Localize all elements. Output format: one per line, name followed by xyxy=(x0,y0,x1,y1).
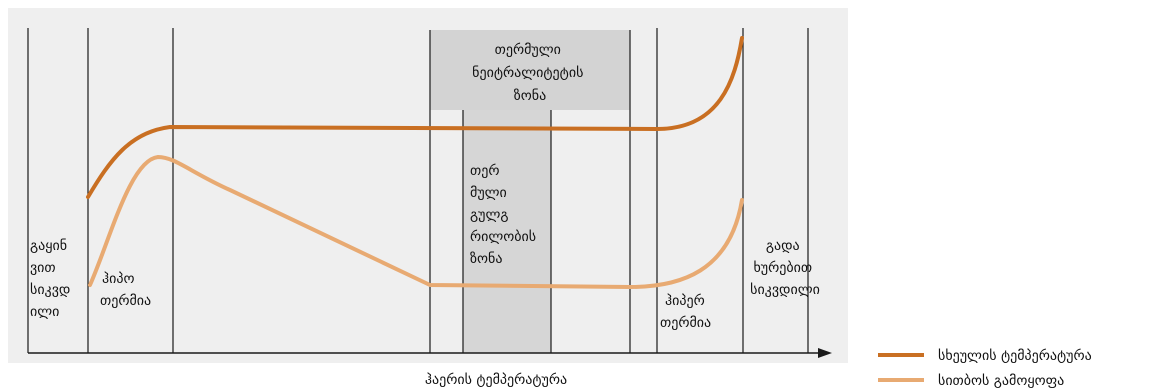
death-heat-line-1: გადა xyxy=(766,238,800,254)
hypothermia-line-1: ჰიპო xyxy=(102,271,134,287)
legend-label-heat-production: სითბოს გამოყოფა xyxy=(938,373,1064,389)
core-line-4: რილობის xyxy=(470,228,536,245)
thermoneutral-line-3: ზონა xyxy=(514,88,546,104)
body-temperature-curve xyxy=(86,36,744,199)
core-line-5: ზონა xyxy=(470,251,502,267)
core-line-3: გულგ xyxy=(470,207,509,223)
thermoneutral-line-2: ნეიტრალიტეტის xyxy=(472,64,583,81)
hyperthermia-line-1: ჰიპერ xyxy=(665,292,705,309)
thermoneutral-zone-label: თერმული ნეიტრალიტეტის ზონა xyxy=(472,41,588,104)
death-heat-line-3: სიკვდილი xyxy=(750,282,820,298)
core-line-2: მული xyxy=(470,185,507,201)
legend: სხეულის ტემპერატურა სითბოს გამოყოფა xyxy=(878,347,1092,389)
thermo-core-zone-box xyxy=(463,110,551,353)
thermoneutral-zone-box xyxy=(430,30,630,110)
thermoneutral-line-1: თერმული xyxy=(495,41,561,58)
death-cold-line-3: სიკვდ xyxy=(30,282,70,298)
death-cold-line-2: ვით xyxy=(30,260,56,276)
x-axis-label: ჰაერის ტემპერატურა xyxy=(425,371,567,388)
x-axis-arrow xyxy=(818,348,832,358)
thermo-core-zone-label: თერ მული გულგ რილობის ზონა xyxy=(470,162,541,267)
hyperthermia-label: ჰიპერ თერმია xyxy=(660,292,711,331)
death-cold-line-4: ილი xyxy=(30,304,59,320)
zone-boundaries xyxy=(27,28,809,353)
hyperthermia-line-2: თერმია xyxy=(660,314,711,331)
death-cold-line-1: გაყინ xyxy=(30,238,67,254)
legend-label-body-temperature: სხეულის ტემპერატურა xyxy=(938,347,1092,364)
core-line-1: თერ xyxy=(470,162,499,179)
plot-background xyxy=(8,8,848,363)
hypothermia-line-2: თერმია xyxy=(100,292,151,309)
death-heat-line-2: ხურებით xyxy=(753,259,812,276)
heat-production-curve xyxy=(88,155,744,289)
hypothermia-label: ჰიპო თერმია xyxy=(100,271,151,309)
death-heat-label: გადა ხურებით სიკვდილი xyxy=(750,238,820,298)
death-cold-label: გაყინ ვით სიკვდ ილი xyxy=(30,238,75,320)
